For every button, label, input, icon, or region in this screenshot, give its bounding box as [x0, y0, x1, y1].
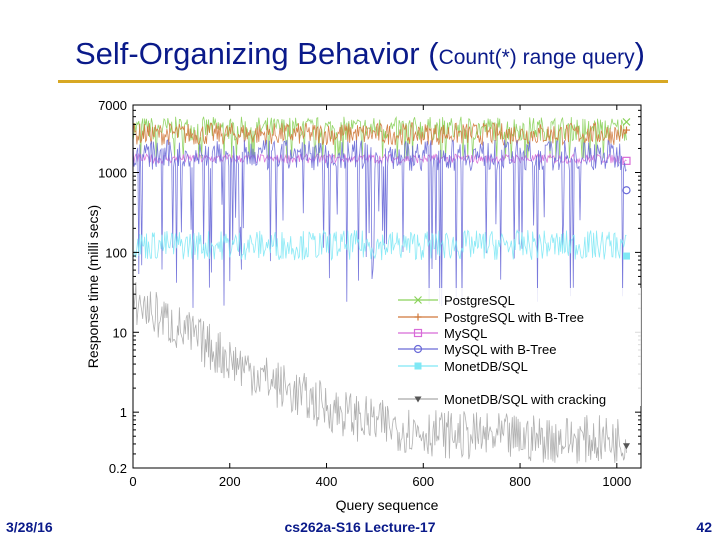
y-tick-label: 1: [120, 405, 127, 420]
y-axis: 0.2 1 10 100 1000 7000: [98, 98, 641, 476]
series-line: [132, 277, 627, 464]
title-main: Self-Organizing Behavior (: [75, 36, 439, 71]
legend-marker: [414, 362, 422, 370]
series-last-marker: [622, 156, 631, 165]
x-axis-label: Query sequence: [336, 497, 439, 513]
legend-label: MonetDB/SQL: [444, 359, 528, 374]
plot-frame: [132, 104, 642, 469]
series-monetdb-sql: [132, 229, 630, 262]
y-tick-label: 1000: [98, 166, 127, 181]
legend-label: MySQL with B-Tree: [444, 342, 556, 357]
series-last-marker: [622, 443, 630, 450]
legend-marker: [414, 296, 422, 304]
legend: PostgreSQL PostgreSQL with B-TreeMySQLMyS…: [393, 288, 641, 407]
series-last-marker: [622, 186, 631, 195]
slide-title: Self-Organizing Behavior (Count(*) range…: [0, 36, 720, 72]
series-line: [132, 121, 627, 147]
series-line: [132, 116, 627, 159]
legend-label: PostgreSQL: [444, 293, 515, 308]
series-postgresql-with-b-tree: [132, 121, 630, 147]
footer-date: 3/28/16: [6, 519, 53, 535]
series-line: [132, 229, 627, 262]
legend-label: MonetDB/SQL with cracking: [444, 392, 606, 407]
legend-label: PostgreSQL with B-Tree: [444, 310, 584, 325]
y-axis-label: Response time (milli secs): [85, 205, 101, 368]
x-tick-label: 0: [129, 474, 136, 489]
title-sub: Count(*) range query: [438, 46, 635, 69]
x-tick-label: 1000: [602, 474, 631, 489]
title-close: ): [634, 36, 645, 71]
legend-marker: [413, 344, 423, 354]
legend-label: MySQL: [444, 326, 487, 341]
footer-page-number: 42: [696, 519, 712, 535]
y-tick-label: 0.2: [109, 461, 127, 476]
x-tick-label: 400: [316, 474, 338, 489]
series-layer: [132, 116, 631, 464]
x-axis: 0 200 400 600 800 1000: [129, 105, 631, 489]
footer-course: cs262a-S16 Lecture-17: [284, 519, 436, 535]
y-tick-label: 10: [113, 325, 127, 340]
series-mysql-with-b-tree: [132, 139, 631, 308]
series-line: [132, 139, 627, 308]
legend-background: [393, 288, 641, 406]
legend-marker: [414, 313, 422, 321]
x-tick-label: 200: [219, 474, 241, 489]
legend-marker: [413, 328, 423, 338]
series-last-marker: [622, 126, 630, 134]
x-tick-label: 800: [509, 474, 531, 489]
y-tick-label: 100: [105, 245, 127, 260]
series-last-marker: [622, 117, 631, 126]
series-monetdb-sql-with-cracking: [132, 277, 630, 464]
y-tick-label: 7000: [98, 98, 127, 113]
series-postgresql: [132, 116, 631, 159]
legend-marker: [414, 396, 422, 403]
title-underline: [58, 80, 668, 83]
x-tick-label: 600: [412, 474, 434, 489]
series-last-marker: [622, 252, 630, 260]
